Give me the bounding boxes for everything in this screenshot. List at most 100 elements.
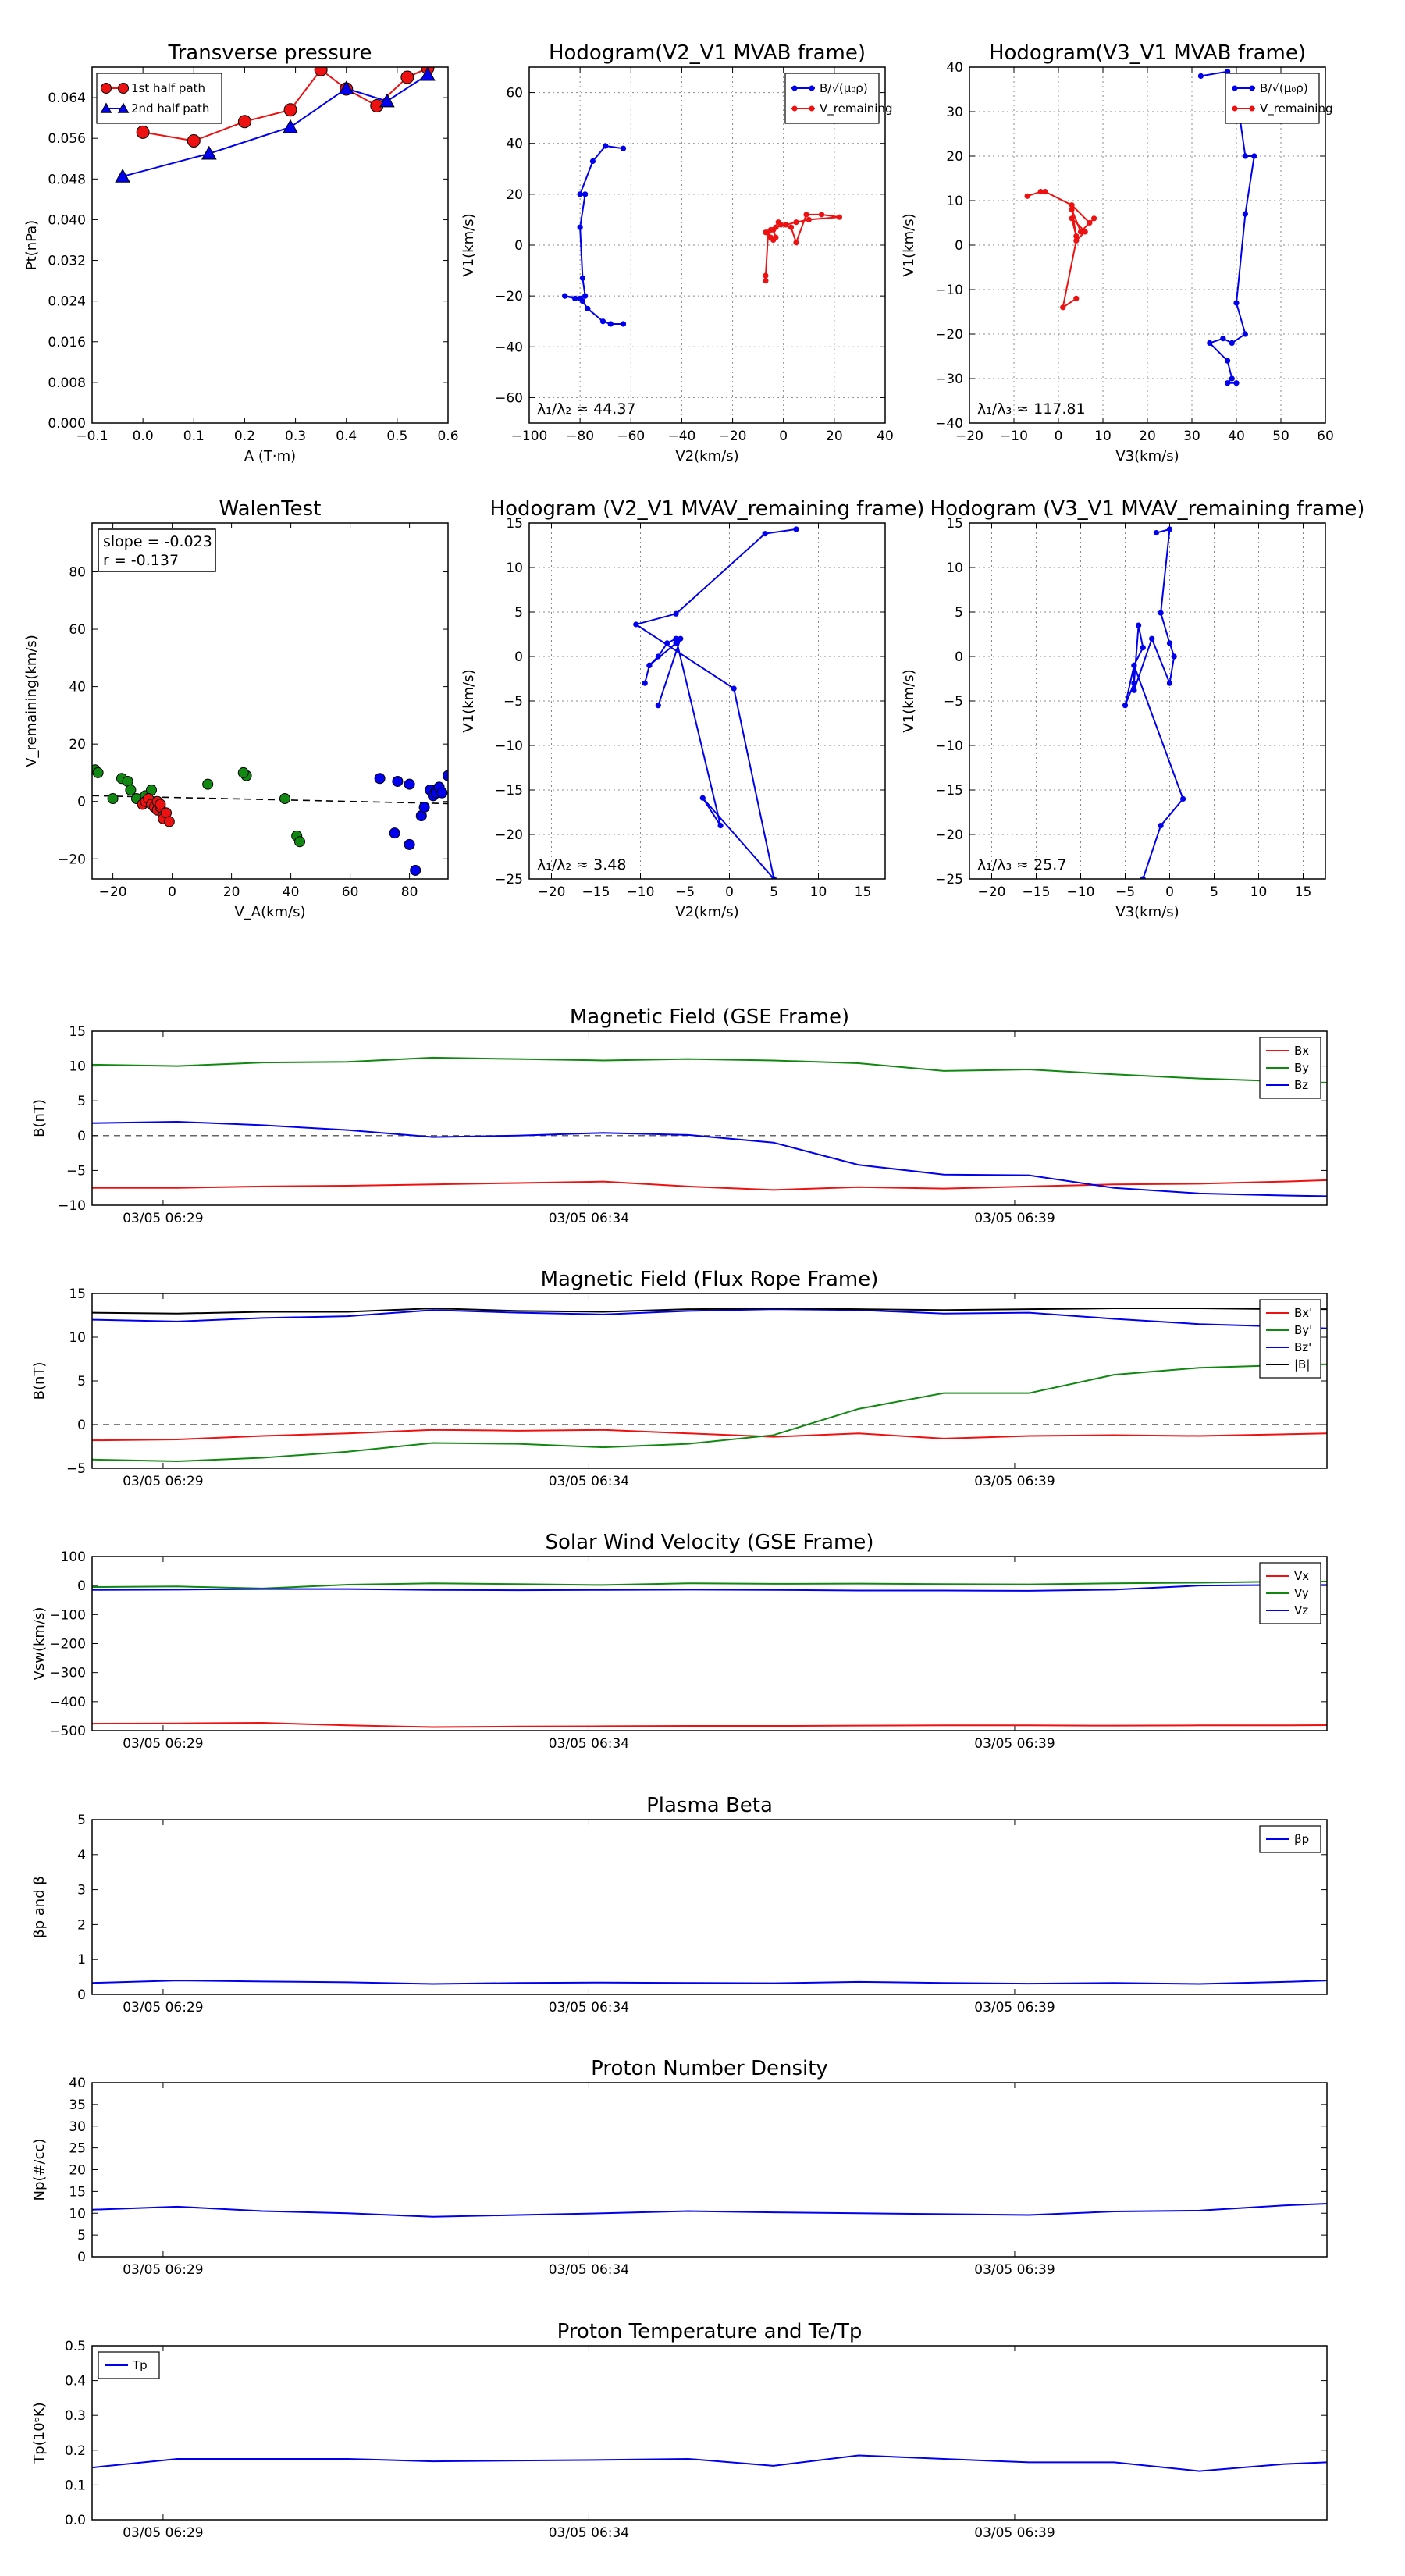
chart-title: WalenTest	[219, 497, 322, 521]
x-tick-label: 60	[1317, 429, 1334, 444]
y-axis-label: Tp(10⁶K)	[31, 2402, 48, 2464]
series-line-1	[92, 1363, 1327, 1463]
data-point	[1069, 202, 1075, 208]
data-point	[762, 531, 768, 537]
series-line-0	[564, 144, 624, 325]
x-tick-label: 0.2	[234, 429, 255, 444]
y-tick-label: 15	[69, 1024, 86, 1040]
legend-label: V_remaining	[820, 101, 893, 116]
legend-label: 2nd half path	[131, 101, 209, 116]
x-tick-label: −40	[667, 429, 695, 444]
y-tick-label: 0	[955, 238, 963, 254]
y-axis-label: V1(km/s)	[461, 213, 477, 276]
data-point	[1158, 823, 1164, 829]
plot-area	[92, 764, 448, 876]
data-point	[1225, 380, 1231, 386]
x-tick-label: 10	[1094, 429, 1112, 444]
ratio-annotation: λ₁/λ₃ ≈ 25.7	[977, 856, 1066, 873]
plot-area	[92, 1308, 1327, 1463]
y-tick-label: 0	[77, 1418, 86, 1433]
legend-marker	[1249, 85, 1255, 91]
legend-marker	[791, 105, 798, 112]
x-tick-label: 40	[283, 884, 300, 900]
legend-label: Bz'	[1294, 1340, 1311, 1354]
data-point	[793, 526, 799, 532]
y-tick-label: −25	[935, 872, 963, 888]
series-line-2	[92, 1120, 1327, 1197]
legend-label: By	[1294, 1061, 1309, 1075]
chart-title: Magnetic Field (GSE Frame)	[570, 1005, 849, 1029]
chart-density: 03/05 06:29 03/05 06:34 03/05 06:39 0 5 10 15 2…	[31, 2057, 1328, 2278]
x-tick-label: −20	[978, 884, 1006, 900]
x-tick-label: 03/05 06:34	[549, 1474, 629, 1489]
y-tick-label: 100	[61, 1550, 86, 1565]
x-tick-label: 03/05 06:29	[123, 2000, 203, 2016]
data-point	[314, 67, 328, 76]
y-tick-label: 3	[77, 1883, 86, 1898]
chart-title: Hodogram(V2_V1 MVAB frame)	[549, 41, 866, 65]
y-tick-label: 0.2	[65, 2443, 86, 2459]
axes-frame	[91, 522, 449, 880]
y-tick-label: 0	[77, 1987, 86, 2003]
y-axis-label: Np(#/cc)	[31, 2139, 48, 2201]
legend-marker	[117, 102, 130, 113]
y-tick-label: 4	[77, 1848, 86, 1863]
chart-hodo3: −20 −15 −10 −5 0 5 10 15−25−20−15−10−5051015Hod…	[461, 497, 924, 920]
data-point	[770, 876, 777, 879]
data-point	[767, 226, 774, 233]
chart-title: Hodogram (V2_V1 MVAV_remaining frame)	[490, 497, 925, 521]
y-tick-label: 0.1	[65, 2478, 86, 2493]
y-tick-label: −15	[935, 783, 963, 799]
data-point	[783, 222, 789, 228]
data-point	[92, 767, 104, 778]
chart-title: Proton Temperature and Te/Tp	[557, 2320, 863, 2343]
data-point	[1131, 680, 1137, 686]
data-point	[788, 224, 795, 230]
y-tick-label: 40	[506, 137, 523, 152]
data-point	[294, 836, 305, 848]
x-tick-label: 0.6	[437, 429, 458, 444]
y-tick-label: 0	[514, 649, 523, 665]
data-point	[763, 272, 769, 279]
data-point	[777, 222, 784, 228]
chart-hodo1: −100 −80 −60 −40 −20 0 20 40 −60 −40 −20 0 20 40 60 Hod…	[461, 41, 894, 464]
x-tick-label: 03/05 06:29	[123, 2525, 203, 2541]
x-tick-label: 10	[1250, 884, 1268, 900]
legend-marker	[809, 105, 815, 112]
y-tick-label: 0.0	[65, 2513, 86, 2528]
data-point	[1073, 237, 1080, 244]
axes-frame	[91, 66, 449, 424]
x-tick-label: 03/05 06:29	[123, 1736, 203, 1752]
data-point	[818, 212, 825, 218]
data-point	[699, 795, 706, 801]
y-tick-label: 5	[514, 605, 523, 621]
legend-label: |B|	[1294, 1357, 1310, 1372]
plot-area	[115, 67, 436, 183]
y-tick-label: 0.032	[48, 254, 86, 269]
data-point	[836, 214, 842, 220]
data-point	[673, 640, 679, 646]
x-tick-label: −10	[1000, 429, 1028, 444]
data-point	[763, 229, 769, 236]
x-tick-label: 50	[1272, 429, 1289, 444]
y-tick-label: 0.048	[48, 172, 86, 187]
data-point	[420, 67, 436, 81]
x-tick-label: 0.1	[183, 429, 205, 444]
x-tick-label: 03/05 06:34	[549, 1211, 629, 1226]
ratio-annotation: λ₁/λ₂ ≈ 3.48	[537, 856, 626, 873]
y-tick-label: 10	[69, 2206, 86, 2222]
axes-frame	[91, 2082, 1328, 2258]
y-tick-label: 0	[77, 1578, 86, 1594]
y-tick-label: −5	[503, 694, 523, 710]
x-tick-label: 0.5	[386, 429, 407, 444]
y-axis-label: V_remaining(km/s)	[23, 635, 40, 767]
y-axis-label: Vsw(km/s)	[31, 1607, 48, 1681]
data-point	[1149, 635, 1155, 642]
y-tick-label: 60	[69, 622, 86, 638]
chart-walen: −20 0 20 40 60 80 −20 0 20 40 60 80 WalenTest V_A(km/…	[23, 497, 449, 920]
y-tick-label: 10	[69, 1059, 86, 1075]
data-point	[572, 295, 578, 301]
data-point	[562, 293, 568, 299]
legend-box	[1225, 73, 1320, 124]
x-tick-label: 0	[1055, 429, 1063, 444]
